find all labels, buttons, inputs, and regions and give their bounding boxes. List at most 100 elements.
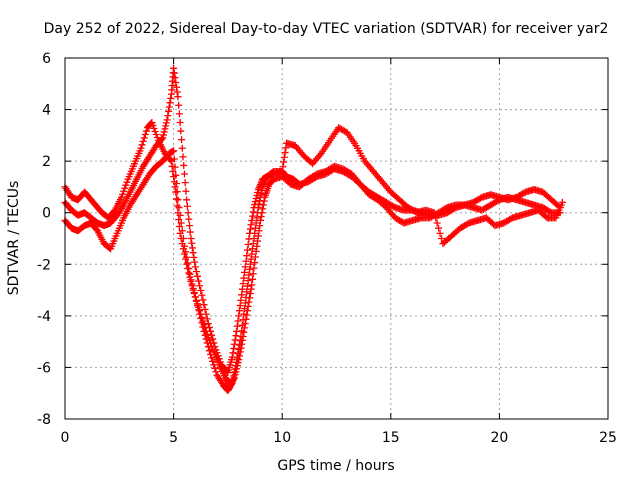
data-point	[166, 99, 174, 107]
data-point	[173, 88, 181, 96]
data-point	[257, 190, 265, 198]
data-point	[249, 240, 257, 248]
data-point	[204, 320, 212, 328]
data-point	[253, 214, 261, 222]
data-point	[211, 364, 219, 372]
data-point	[246, 225, 254, 233]
data-point	[215, 355, 223, 363]
data-point	[169, 167, 177, 175]
data-point	[142, 127, 150, 135]
data-point	[247, 255, 255, 263]
data-point	[177, 219, 185, 227]
data-point	[235, 345, 243, 353]
data-point	[207, 327, 215, 335]
data-point	[195, 306, 203, 314]
data-point	[254, 232, 262, 240]
data-point	[234, 317, 242, 325]
data-point	[238, 291, 246, 299]
data-point	[244, 277, 252, 285]
data-point	[207, 351, 215, 359]
data-point	[165, 107, 173, 115]
data-point	[244, 241, 252, 249]
data-point	[187, 235, 195, 242]
data-point	[257, 213, 265, 221]
data-point	[235, 341, 243, 349]
chart-title: Day 252 of 2022, Sidereal Day-to-day VTE…	[44, 21, 609, 37]
data-point	[236, 302, 244, 310]
y-tick-label: 6	[42, 51, 51, 67]
data-point	[172, 195, 180, 203]
data-point	[246, 260, 254, 268]
data-point	[182, 248, 190, 256]
data-point	[171, 163, 179, 171]
data-point	[282, 144, 290, 152]
data-point	[190, 289, 198, 297]
series-track-c	[61, 64, 566, 377]
data-point	[240, 310, 248, 318]
data-point	[436, 229, 444, 237]
data-point	[202, 310, 210, 318]
data-point	[196, 282, 204, 290]
data-point	[241, 305, 249, 313]
data-point	[162, 119, 170, 127]
data-point	[172, 179, 180, 187]
data-point	[188, 280, 196, 288]
data-point	[184, 209, 192, 217]
data-point	[180, 161, 188, 169]
data-point	[230, 369, 238, 377]
data-point	[179, 235, 187, 242]
data-point	[246, 290, 254, 298]
data-point	[251, 201, 259, 209]
data-point	[239, 280, 247, 288]
data-point	[228, 353, 236, 361]
data-point	[201, 331, 209, 339]
data-point	[183, 253, 191, 261]
data-point	[250, 204, 258, 212]
data-point	[139, 137, 147, 145]
data-point	[213, 349, 221, 357]
data-point	[205, 347, 213, 355]
data-point	[210, 339, 218, 347]
data-point	[203, 315, 211, 323]
data-point	[259, 205, 267, 213]
data-point	[203, 339, 211, 347]
data-point	[558, 198, 566, 206]
data-point	[433, 219, 441, 227]
data-point	[160, 128, 168, 136]
data-point	[198, 319, 206, 327]
data-point	[252, 219, 260, 227]
data-point	[229, 349, 237, 357]
data-point	[198, 291, 206, 299]
data-point	[247, 221, 255, 229]
data-point	[186, 228, 194, 236]
data-point	[186, 222, 194, 230]
data-point	[235, 307, 243, 315]
data-point	[164, 112, 172, 120]
data-point	[249, 275, 257, 283]
data-point	[247, 285, 255, 293]
data-point	[241, 268, 249, 276]
data-point	[251, 253, 259, 261]
data-point	[259, 201, 267, 209]
data-point	[209, 357, 217, 365]
x-tick-label: 5	[169, 430, 178, 446]
data-point	[205, 323, 213, 331]
data-point	[176, 118, 184, 126]
data-point	[245, 235, 253, 243]
data-point	[237, 332, 245, 340]
data-point	[174, 196, 182, 204]
data-point	[238, 321, 246, 329]
data-point	[235, 312, 243, 320]
data-point	[191, 258, 199, 266]
data-point	[180, 170, 188, 178]
data-point	[249, 245, 257, 253]
data-point	[119, 190, 127, 198]
data-point	[280, 153, 288, 161]
data-point	[214, 352, 222, 360]
data-point	[148, 118, 156, 126]
data-point	[152, 130, 160, 138]
series-track-b	[61, 147, 564, 395]
data-point	[281, 149, 289, 157]
data-point	[249, 212, 257, 220]
data-point	[121, 184, 129, 192]
